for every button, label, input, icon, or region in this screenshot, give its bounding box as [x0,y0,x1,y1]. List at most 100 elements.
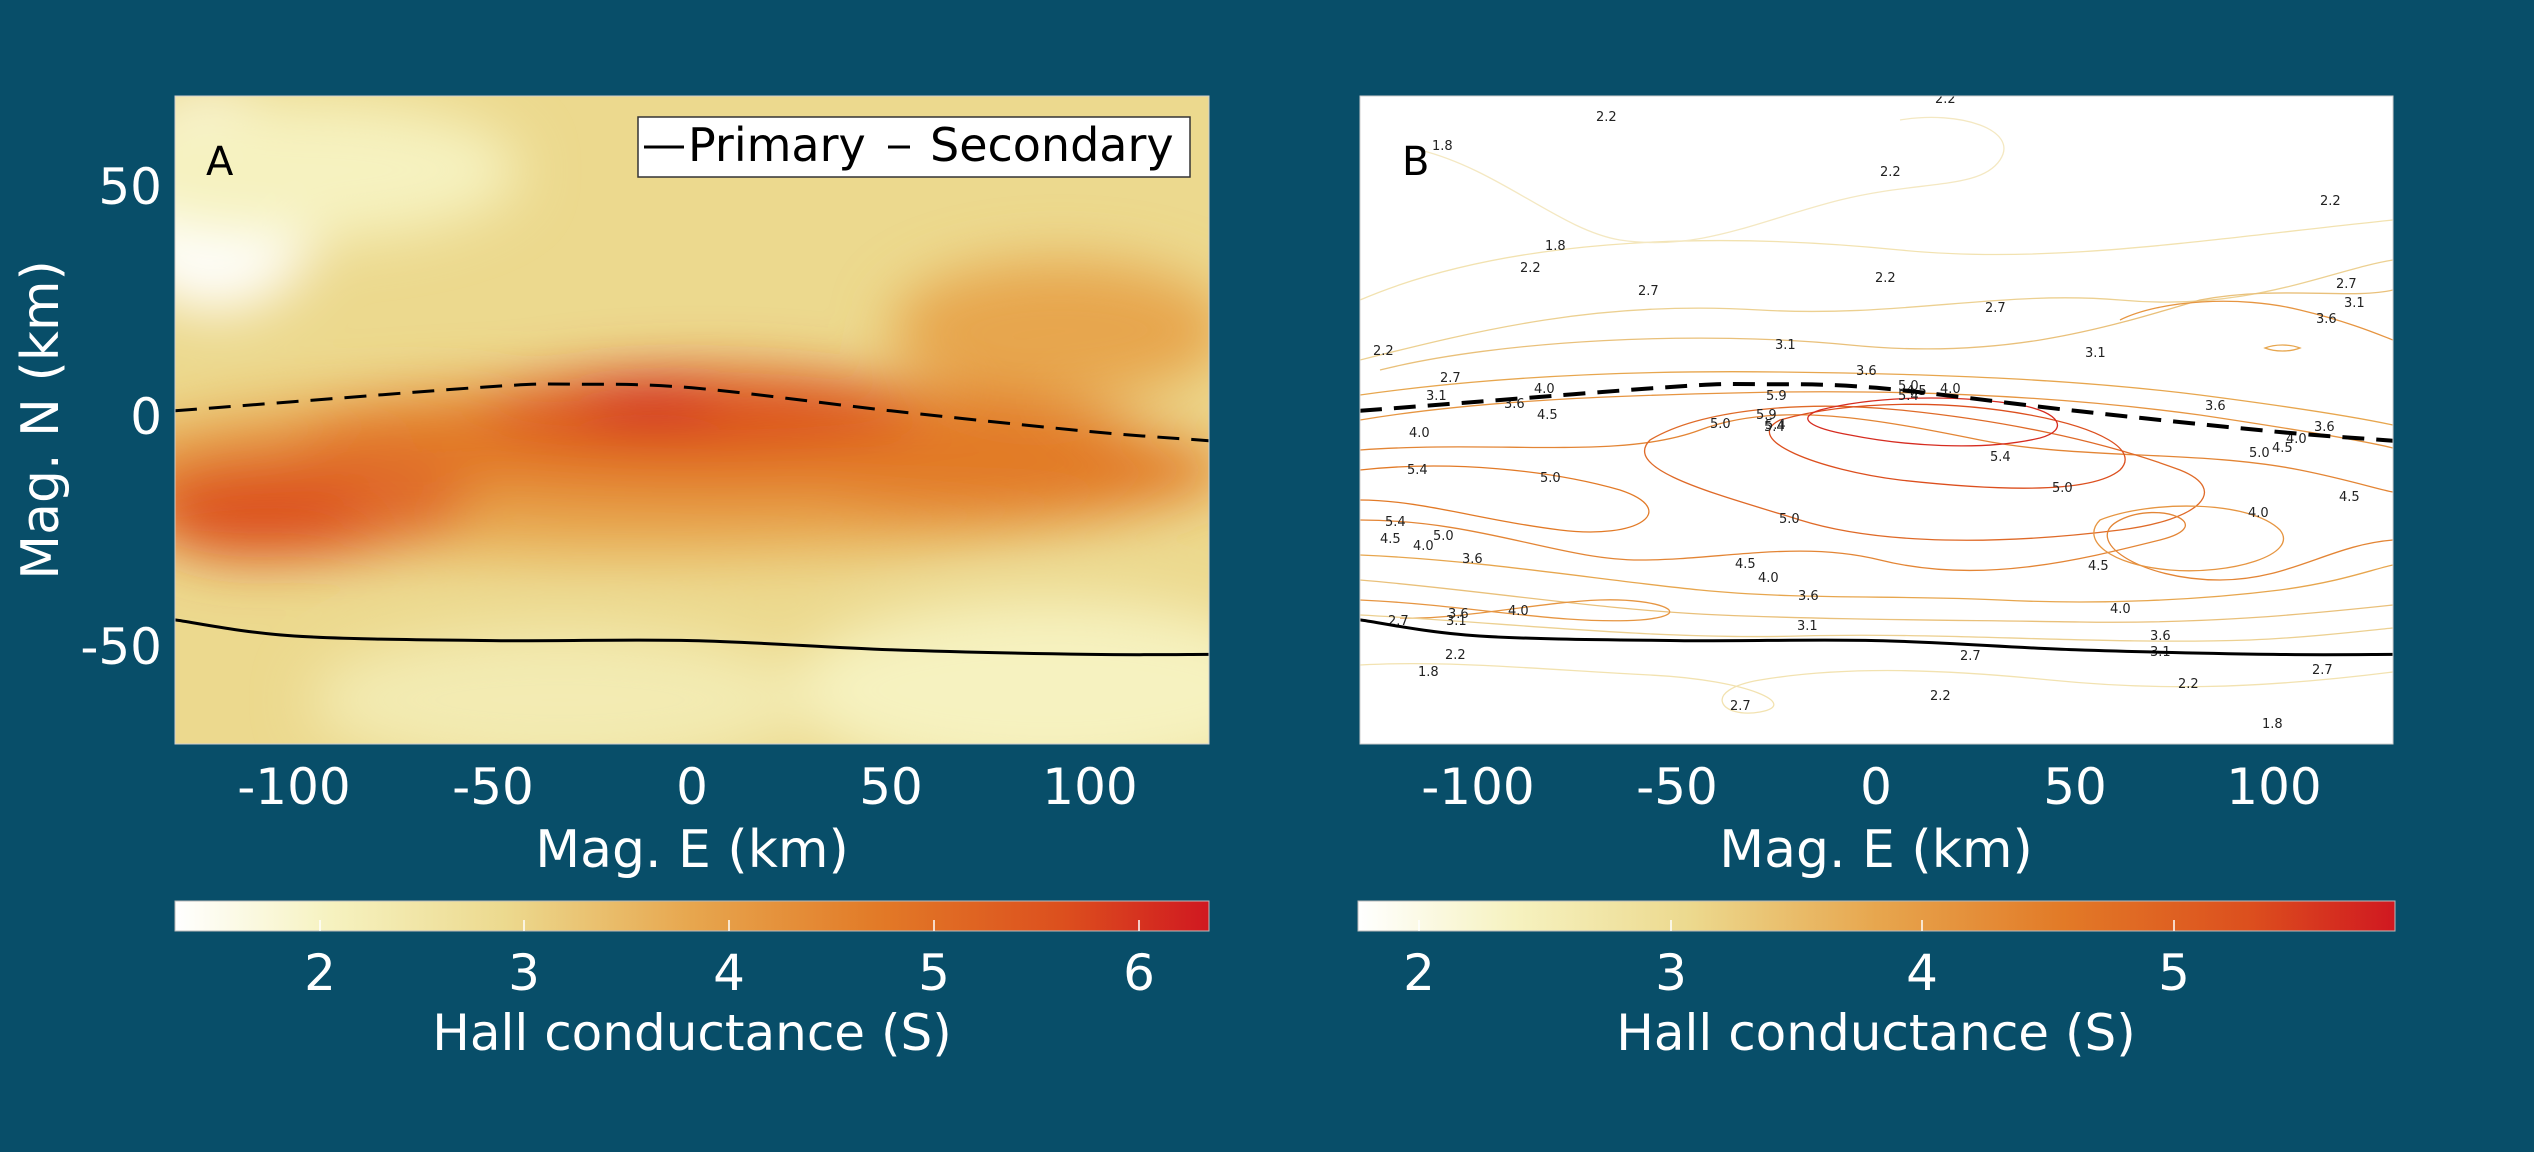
x-tick-label: -50 [452,758,534,816]
contour-label: 2.2 [2320,194,2341,209]
contour-label: 3.1 [2344,296,2365,311]
x-tick-label: 50 [2043,758,2107,816]
y-tick-label: -50 [80,618,162,676]
contour-label: 4.0 [1409,426,1430,441]
x-tick-label: -100 [1421,758,1534,816]
colorbar-tick-label: 6 [1123,944,1155,1002]
y-axis-label: Mag. N (km) [11,260,71,580]
contour-label: 3.1 [1797,619,1818,634]
contour-label: 5.4 [1385,515,1406,530]
y-tick-label: 0 [130,388,162,446]
x-axis-label: Mag. E (km) [535,820,849,880]
colorbar-tick-label: 4 [1906,944,1938,1002]
contour-label: 3.6 [1856,364,1877,379]
x-tick-label: -100 [237,758,350,816]
contour-label: 4.5 [1380,532,1401,547]
contour-label: 2.2 [1596,110,1617,125]
contour-line [1360,599,1671,622]
contour-label: 2.2 [1445,648,1466,663]
panel-b-frame [1359,95,2394,745]
contour-label: 3.6 [1448,607,1469,622]
colorbar-b-ticks: 2 3 4 5 [1403,920,2190,1002]
contour-label: 5.0 [1710,417,1731,432]
colorbar-tick-label: 5 [2158,944,2190,1002]
panel-a: A Primary Secondary -100 -50 0 50 100 Ma… [11,95,1210,1062]
contour-label: 2.7 [2312,663,2333,678]
colorbar-tick-label: 4 [713,944,745,1002]
contour-line [2093,505,2284,572]
contour-label: 4.5 [2272,441,2293,456]
contour-label: 3.6 [2150,629,2171,644]
panel-b-contours: 1.8 1.8 1.8 1.8 2.2 2.2 2.2 2.2 2.2 2.2 … [1360,92,2393,732]
contour-label: 1.8 [1432,139,1453,154]
contour-label: 5.9 [1756,408,1777,423]
secondary-line [1360,381,2393,443]
contour-labels: 1.8 1.8 1.8 1.8 2.2 2.2 2.2 2.2 2.2 2.2 … [1373,92,2365,732]
x-tick-label: 0 [1860,758,1892,816]
contour-label: 3.1 [1426,389,1447,404]
contour-line [2119,300,2393,341]
contour-label: 4.0 [2248,506,2269,521]
contour-label: 2.2 [1935,92,1956,107]
contour-label: 2.7 [1440,371,1461,386]
colorbar-tick-label: 2 [1403,944,1435,1002]
colorbar-a-bar [174,900,1210,932]
colorbar-a: 2 3 4 5 6 Hall conductance (S) [174,900,1210,1062]
contour-label: 5.9 [1766,389,1787,404]
contour-line [2263,344,2302,352]
contour-label: 4.0 [1508,604,1529,619]
contour-label: 3.6 [2314,420,2335,435]
x-tick-label: 50 [859,758,923,816]
contour-line [1360,554,2393,603]
contour-label: 5.0 [1540,471,1561,486]
contour-label: 4.5 [2339,490,2360,505]
contour-label: 3.1 [2085,346,2106,361]
panel-a-x-ticks: -100 -50 0 50 100 [237,758,1137,816]
contour-line [1360,511,2393,581]
primary-line [1360,618,2393,657]
contour-label: 2.7 [1985,301,2006,316]
contour-label: 3.6 [2205,399,2226,414]
contour-label: 4.5 [1537,408,1558,423]
x-tick-label: 0 [676,758,708,816]
panel-label: A [206,139,234,185]
colorbar-tick-label: 3 [1655,944,1687,1002]
contour-label: 2.7 [1960,649,1981,664]
x-tick-label: 100 [2226,758,2321,816]
contour-label: 5.4 [1407,463,1428,478]
contour-label: 3.6 [1462,552,1483,567]
contour-label: 4.0 [2110,602,2131,617]
contour-line [1807,397,2059,447]
contour-label: 3.1 [1775,338,1796,353]
legend-entry-secondary: Secondary [930,118,1174,172]
contour-label: 5.4 [1990,450,2011,465]
contour-line [1419,116,2005,244]
contour-label: 4.5 [2088,559,2109,574]
legend-entry-primary: Primary [688,118,866,172]
contour-label: 2.2 [1930,689,1951,704]
contour-label: 1.8 [1418,665,1439,680]
contour-line [1360,414,2393,493]
panel-a-heatmap [175,96,1209,744]
contour-label: 2.2 [1875,271,1896,286]
contour-label: 3.6 [1798,589,1819,604]
contour-label: 5.0 [1779,512,1800,527]
panel-a-frame [174,95,1210,745]
colorbar-a-ticks: 2 3 4 5 6 [304,920,1155,1002]
colorbar-b: 2 3 4 5 Hall conductance (S) [1357,900,2396,1062]
secondary-line [175,382,1209,443]
contour-line [1360,614,2393,642]
contour-label: 5.0 [2052,481,2073,496]
contour-label: 1.8 [2262,717,2283,732]
contour-label: 2.7 [1730,699,1751,714]
contour-line [1360,465,1650,533]
contour-label: 5.0 [2249,446,2270,461]
x-tick-label: -50 [1636,758,1718,816]
contour-label: 2.2 [1880,165,1901,180]
contour-label: 5.0 [1433,529,1454,544]
contour-label: 3.1 [1446,614,1467,629]
panel-a-y-ticks: 50 0 -50 [80,158,162,676]
primary-line [175,618,1209,657]
colorbar-label: Hall conductance (S) [432,1004,951,1062]
